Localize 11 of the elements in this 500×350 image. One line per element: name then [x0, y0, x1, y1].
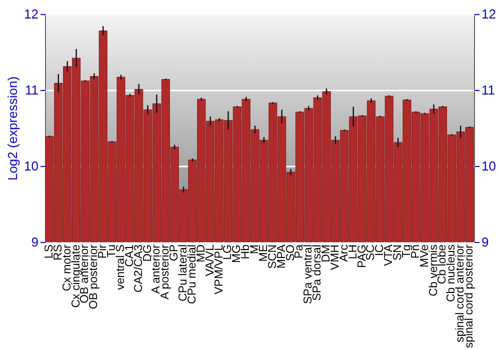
- y2-tick-label: 12: [482, 6, 496, 22]
- y-tick-label: 10: [24, 158, 38, 174]
- y2-tick-label: 10: [482, 158, 496, 174]
- y-tick-label: 12: [24, 6, 38, 22]
- y-axis-title: Log2 (expression): [5, 76, 20, 181]
- x-tick-label: Tg: [400, 244, 413, 258]
- y2-tick-label: 11: [482, 82, 495, 98]
- y-tick-label: 9: [31, 234, 38, 250]
- y-tick-label: 11: [25, 82, 38, 98]
- y2-tick-label: 9: [482, 234, 489, 250]
- x-tick-label: RS: [52, 244, 64, 260]
